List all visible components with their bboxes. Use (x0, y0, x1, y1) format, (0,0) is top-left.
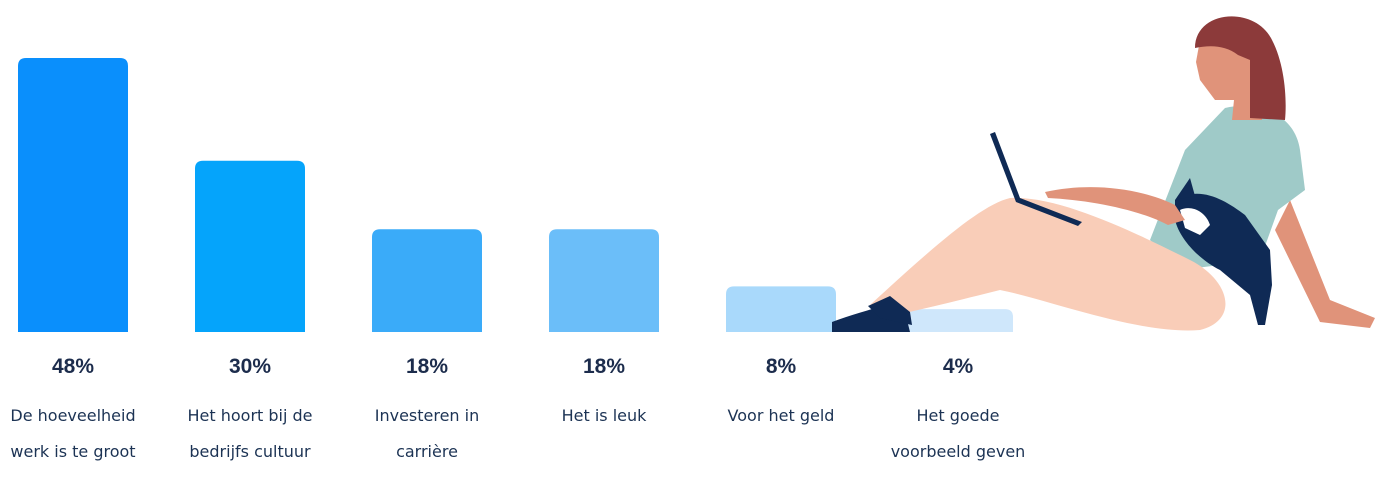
bar (726, 286, 836, 332)
category-label: Voor het geld (727, 406, 835, 425)
category-label: Het hoort bij de bedrijfs cultuur (187, 406, 313, 461)
category-label: Het is leuk (561, 406, 647, 425)
bar (18, 58, 128, 332)
bar (549, 229, 659, 332)
category-label: De hoeveelheid werk is te groot (10, 406, 136, 461)
bar (903, 309, 1013, 332)
value-label: 48% (51, 355, 95, 378)
value-label: 18% (582, 355, 626, 378)
bars (18, 58, 1013, 332)
category-label: Investeren in carrière (374, 406, 480, 461)
bar (372, 229, 482, 332)
illustration (832, 16, 1375, 332)
value-label: 4% (942, 355, 974, 378)
bar (195, 160, 305, 332)
value-label: 8% (765, 355, 797, 378)
value-label: 18% (405, 355, 449, 378)
category-label: Het goede voorbeeld geven (890, 406, 1026, 461)
value-label: 30% (228, 355, 272, 378)
